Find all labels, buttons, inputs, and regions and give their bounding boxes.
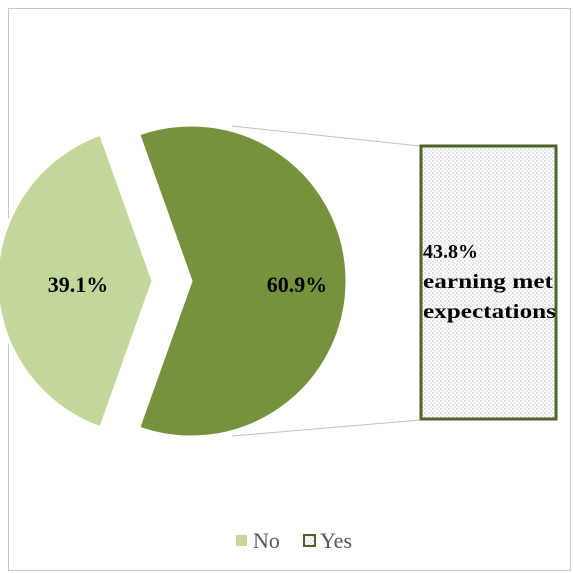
callout-line-1: 43.8%: [423, 241, 478, 263]
callout-box: [419, 144, 558, 421]
callout-line-3: expectations: [423, 301, 556, 323]
legend-label-no: No: [253, 528, 280, 553]
legend-swatch-no: [236, 535, 247, 546]
slice-label-yes: 60.9%: [267, 272, 328, 297]
callout-line-2: earning met: [423, 271, 553, 293]
legend-swatch-yes: [303, 534, 316, 547]
pie-slice-yes: [136, 123, 349, 439]
legend-label-yes: Yes: [320, 528, 352, 553]
callout-connector-bottom: [231, 419, 421, 437]
pie-slice-no: [0, 132, 155, 430]
callout-connector-top: [231, 125, 421, 147]
legend: No Yes: [236, 528, 352, 553]
slice-label-no: 39.1%: [48, 272, 109, 297]
